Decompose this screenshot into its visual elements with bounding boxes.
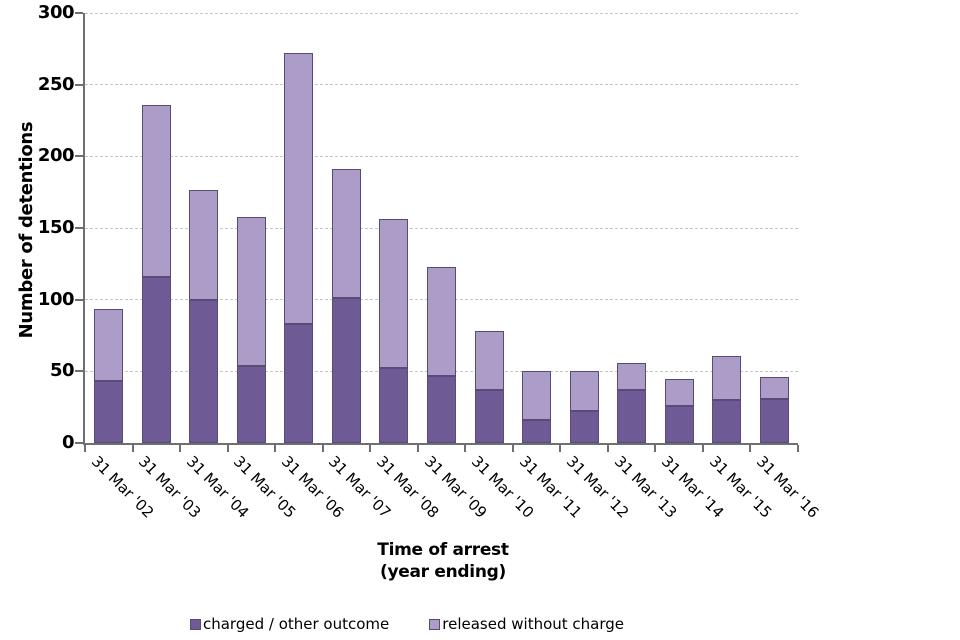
legend: charged / other outcome released without … bbox=[27, 612, 787, 636]
legend-label-released: released without charge bbox=[442, 615, 625, 633]
gridline-200 bbox=[85, 155, 798, 157]
bar-segment-released-11 bbox=[569, 371, 599, 411]
y-axis-tick-200 bbox=[75, 155, 83, 158]
x-axis-tick-3 bbox=[226, 445, 229, 452]
x-axis-tick-10 bbox=[559, 445, 562, 452]
x-axis-tick-5 bbox=[321, 445, 324, 452]
bar-segment-charged-6 bbox=[331, 298, 361, 443]
legend-item-released: released without charge bbox=[429, 615, 624, 633]
legend-marker-released bbox=[429, 618, 441, 630]
bar-segment-charged-10 bbox=[522, 420, 552, 443]
legend-item-charged: charged / other outcome bbox=[189, 615, 390, 633]
x-axis-tick-14 bbox=[749, 445, 752, 452]
gridline-150 bbox=[85, 227, 798, 229]
bar-segment-charged-2 bbox=[141, 277, 171, 443]
x-axis-tick-1 bbox=[131, 445, 134, 452]
x-axis-title: Time of arrest (year ending) bbox=[293, 539, 593, 584]
bar-segment-released-12 bbox=[617, 363, 647, 390]
bar-segment-released-3 bbox=[189, 190, 219, 300]
bar-segment-released-5 bbox=[284, 53, 314, 324]
bar-segment-released-2 bbox=[141, 105, 171, 277]
bar-segment-charged-13 bbox=[664, 406, 694, 443]
bar-segment-charged-14 bbox=[712, 400, 742, 443]
bar-segment-released-7 bbox=[379, 219, 409, 368]
x-axis-tick-15 bbox=[797, 445, 799, 452]
bar-segment-charged-1 bbox=[94, 381, 124, 443]
x-axis-tick-2 bbox=[179, 445, 182, 452]
x-axis bbox=[83, 443, 798, 445]
y-tick-label-50: 50 bbox=[49, 360, 75, 382]
bar-segment-charged-7 bbox=[379, 368, 409, 443]
bar-segment-charged-5 bbox=[284, 324, 314, 443]
bar-segment-charged-8 bbox=[427, 376, 456, 443]
bar-segment-charged-11 bbox=[569, 411, 599, 443]
x-axis-tick-7 bbox=[416, 445, 419, 452]
bar-segment-released-10 bbox=[522, 371, 552, 420]
bar-segment-charged-12 bbox=[617, 390, 647, 443]
x-axis-tick-11 bbox=[606, 445, 609, 452]
y-tick-label-0: 0 bbox=[61, 432, 75, 453]
y-axis-tick-100 bbox=[75, 298, 83, 301]
y-tick-label-300: 300 bbox=[37, 2, 75, 23]
y-axis bbox=[83, 13, 85, 445]
bar-segment-charged-3 bbox=[189, 300, 219, 443]
x-axis-title-line1: Time of arrest bbox=[377, 540, 509, 560]
gridline-250 bbox=[85, 84, 798, 86]
x-axis-tick-8 bbox=[464, 445, 467, 452]
y-axis-tick-0 bbox=[75, 442, 83, 444]
bar-segment-released-13 bbox=[664, 379, 694, 406]
y-tick-label-200: 200 bbox=[37, 145, 75, 167]
x-axis-tick-4 bbox=[274, 445, 277, 452]
x-axis-tick-9 bbox=[511, 445, 514, 452]
bar-segment-released-4 bbox=[236, 217, 266, 366]
x-axis-tick-12 bbox=[654, 445, 657, 452]
bar-segment-charged-15 bbox=[759, 399, 789, 443]
bar-segment-released-15 bbox=[759, 377, 789, 399]
bar-segment-charged-4 bbox=[236, 366, 266, 443]
y-axis-tick-150 bbox=[75, 227, 83, 229]
bar-segment-released-8 bbox=[427, 267, 456, 376]
bar-segment-released-9 bbox=[474, 331, 504, 390]
y-tick-label-250: 250 bbox=[37, 73, 75, 95]
y-axis-tick-250 bbox=[75, 83, 83, 86]
y-axis-tick-50 bbox=[75, 370, 83, 373]
y-tick-label-150: 150 bbox=[37, 217, 75, 238]
x-axis-tick-6 bbox=[369, 445, 372, 452]
legend-marker-charged bbox=[189, 618, 201, 630]
x-axis-title-line2: (year ending) bbox=[380, 562, 506, 583]
bar-segment-released-1 bbox=[94, 309, 124, 381]
y-axis-tick-300 bbox=[75, 12, 83, 14]
x-axis-tick-0 bbox=[84, 445, 86, 452]
x-axis-tick-13 bbox=[701, 445, 704, 452]
gridline-300 bbox=[85, 12, 798, 14]
bar-segment-released-6 bbox=[331, 169, 361, 298]
bar-segment-charged-9 bbox=[474, 390, 504, 443]
y-tick-label-100: 100 bbox=[37, 288, 75, 310]
bar-segment-released-14 bbox=[712, 356, 742, 400]
legend-label-charged: charged / other outcome bbox=[202, 615, 390, 633]
